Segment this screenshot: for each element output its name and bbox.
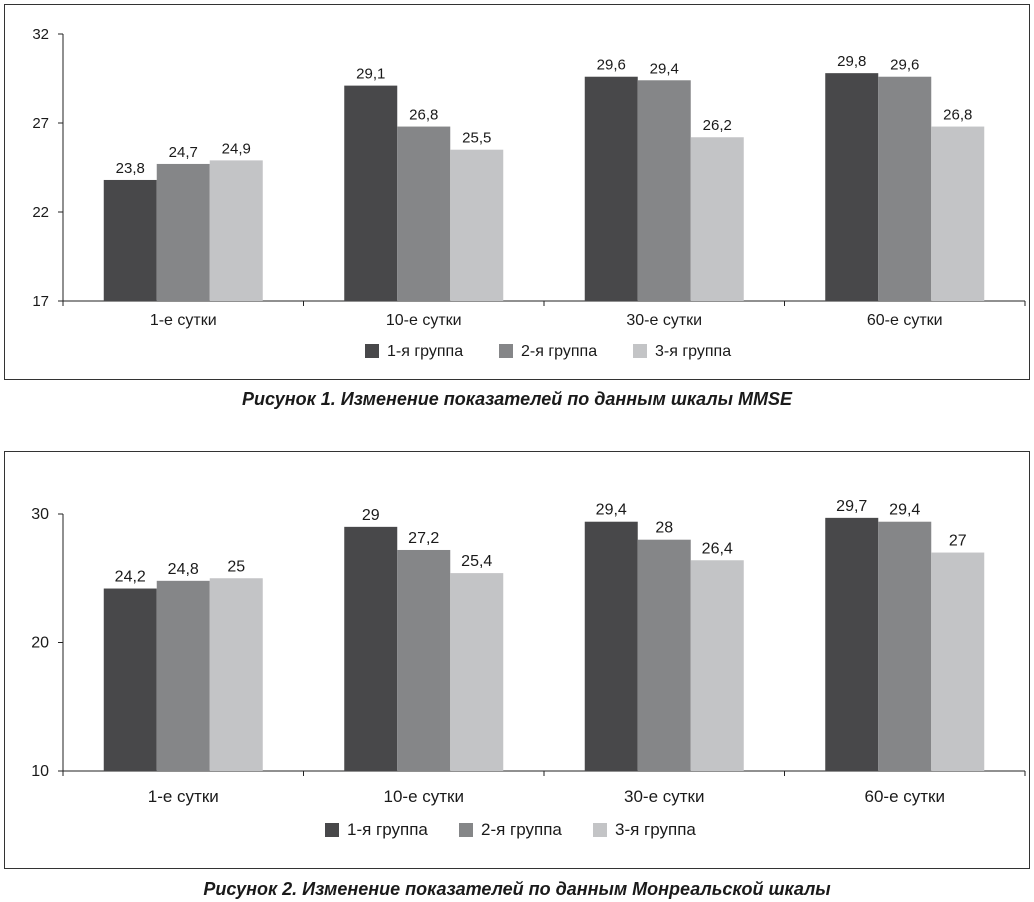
bar-2: [878, 521, 932, 771]
data-label: 27: [949, 533, 967, 550]
legend-swatch-3: [593, 823, 607, 837]
legend-swatch-2: [499, 344, 513, 358]
chart-mmse: 17 22 27 32 23,8 24,7 24,9 1-е сутки 29,1 26,8 25,…: [32, 26, 1026, 360]
data-label: 29,4: [889, 502, 920, 519]
bar-3: [690, 560, 744, 771]
category-label: 30-е сутки: [624, 787, 704, 806]
legend-label: 2-я группа: [481, 820, 562, 839]
y-tick-label: 32: [32, 26, 49, 43]
chart-moca: 10 20 30 24,2 24,8 25 1-е сутки 29 27,2 25,4 10-е …: [31, 498, 1026, 839]
data-label: 29,7: [836, 498, 867, 515]
legend-label: 1-я группа: [387, 343, 463, 360]
bar-3: [690, 137, 744, 301]
legend-label: 3-я группа: [655, 343, 731, 360]
data-label: 26,2: [703, 117, 732, 134]
bar-3: [209, 578, 263, 771]
y-tick-label: 22: [32, 204, 49, 221]
y-tick-label: 20: [31, 635, 49, 652]
y-tick-label: 10: [31, 763, 49, 780]
data-label: 25,4: [461, 553, 492, 570]
data-label: 25: [227, 558, 245, 575]
legend-label: 3-я группа: [615, 820, 696, 839]
bar-1: [584, 521, 638, 771]
bar-3: [931, 126, 985, 301]
data-label: 28: [655, 520, 673, 537]
data-label: 26,8: [943, 107, 972, 124]
figure-1-caption: Рисунок 1. Изменение показателей по данн…: [242, 389, 792, 409]
category-label: 60-е сутки: [865, 787, 945, 806]
y-tick-label: 27: [32, 115, 49, 132]
bar-2: [397, 126, 451, 301]
category-label: 1-е сутки: [148, 787, 219, 806]
data-label: 26,8: [409, 107, 438, 124]
bar-3: [931, 552, 985, 771]
legend-swatch-2: [459, 823, 473, 837]
data-label: 29,1: [356, 66, 385, 83]
bar-3: [450, 573, 504, 771]
bar-3: [450, 149, 504, 301]
bar-2: [156, 580, 210, 771]
data-label: 24,9: [222, 140, 251, 157]
bar-2: [156, 163, 210, 301]
bar-3: [209, 160, 263, 301]
data-label: 29: [362, 507, 380, 524]
category-label: 30-е сутки: [626, 312, 702, 329]
legend-label: 1-я группа: [347, 820, 428, 839]
data-label: 23,8: [116, 160, 145, 177]
bar-1: [344, 526, 398, 771]
chart-panel-moca: 10 20 30 24,2 24,8 25 1-е сутки 29 27,2 25,4 10-е …: [4, 451, 1030, 869]
data-label: 25,5: [462, 130, 491, 147]
data-label: 24,8: [168, 561, 199, 578]
category-label: 10-е сутки: [384, 787, 464, 806]
bar-1: [103, 179, 157, 301]
bar-1: [344, 85, 398, 302]
data-label: 27,2: [408, 530, 439, 547]
bar-1: [103, 588, 157, 771]
data-label: 29,4: [650, 60, 679, 77]
data-label: 26,4: [702, 540, 733, 557]
category-label: 10-е сутки: [386, 312, 462, 329]
figure-2-caption: Рисунок 2. Изменение показателей по данн…: [203, 879, 831, 899]
legend-swatch-1: [325, 823, 339, 837]
data-label: 24,2: [115, 569, 146, 586]
bar-1: [825, 73, 879, 301]
legend-label: 2-я группа: [521, 343, 597, 360]
data-label: 24,7: [169, 144, 198, 161]
chart-panel-mmse: 17 22 27 32 23,8 24,7 24,9 1-е сутки 29,1 26,8 25,…: [4, 4, 1030, 380]
y-tick-label: 30: [31, 506, 49, 523]
data-label: 29,6: [890, 57, 919, 74]
category-label: 1-е сутки: [150, 312, 217, 329]
bar-1: [584, 76, 638, 301]
bar-2: [397, 549, 451, 771]
data-label: 29,4: [596, 502, 627, 519]
bar-2: [878, 76, 932, 301]
category-label: 60-е сутки: [867, 312, 943, 329]
bar-2: [637, 80, 691, 301]
data-label: 29,8: [837, 53, 866, 70]
data-label: 29,6: [597, 57, 626, 74]
bar-1: [825, 517, 879, 771]
legend-swatch-3: [633, 344, 647, 358]
legend-swatch-1: [365, 344, 379, 358]
y-tick-label: 17: [32, 293, 49, 310]
bar-2: [637, 539, 691, 771]
